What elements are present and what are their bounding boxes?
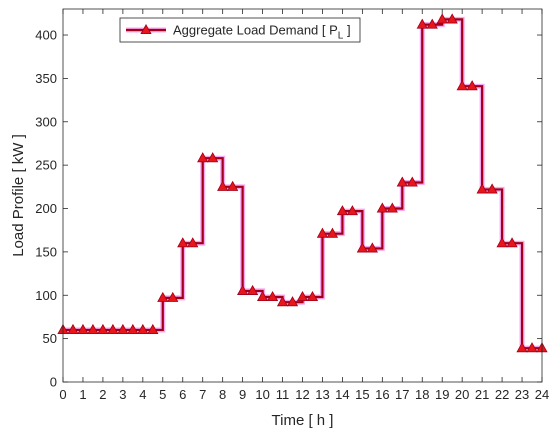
- data-point: [296, 290, 309, 302]
- x-tick-label: 23: [515, 387, 529, 402]
- data-point: [396, 176, 408, 187]
- x-tick-label: 10: [255, 387, 269, 402]
- legend-marker: [140, 23, 152, 35]
- data-point: [67, 323, 79, 334]
- x-tick-label: 11: [276, 387, 290, 402]
- data-point: [496, 237, 508, 248]
- data-point: [207, 152, 219, 163]
- data-point: [426, 18, 438, 29]
- y-tick-label: 400: [35, 28, 57, 43]
- axes-layer: 0 1 2 3 4 5 6 7 8 9 10 11 12 13 14 15 16 17 18 19 20 21 22 23 24…: [10, 8, 549, 429]
- data-point: [366, 242, 378, 253]
- x-tick-label: 6: [179, 387, 186, 402]
- data-point: [456, 80, 468, 91]
- data-point: [237, 284, 249, 295]
- data-point: [306, 290, 319, 302]
- data-point: [266, 290, 279, 302]
- data-point: [316, 227, 329, 238]
- data-point: [197, 152, 209, 163]
- y-axis-title: Load Profile [ kW ]: [10, 134, 27, 257]
- x-axis-title: Time [ h ]: [272, 412, 334, 429]
- series-layer: [57, 13, 548, 353]
- y-tick-label: 300: [35, 114, 57, 129]
- data-point: [97, 323, 109, 334]
- x-tick-label: 3: [119, 387, 126, 402]
- data-point: [167, 291, 179, 302]
- legend: Aggregate Load Demand [ PL ]: [119, 17, 361, 43]
- data-point: [286, 296, 299, 307]
- x-tick-label: 8: [219, 387, 226, 402]
- x-tick-label: 21: [475, 387, 489, 402]
- data-point: [446, 13, 458, 24]
- data-point: [346, 205, 359, 216]
- data-point: [526, 342, 538, 353]
- y-tick-label: 0: [50, 375, 57, 390]
- data-point: [187, 237, 199, 248]
- data-point: [436, 13, 448, 24]
- x-tick-label: 24: [535, 387, 549, 402]
- data-point: [376, 202, 388, 213]
- legend-label: Aggregate Load Demand [ PL ]: [173, 23, 351, 42]
- x-tick-label: 7: [199, 387, 206, 402]
- y-tick-label: 350: [35, 71, 57, 86]
- y-tick-label: 250: [35, 158, 57, 173]
- x-tick-label: 18: [415, 387, 429, 402]
- data-point: [77, 323, 89, 334]
- x-tick-label: 16: [375, 387, 389, 402]
- data-point: [107, 323, 119, 334]
- x-tick-label: 9: [239, 387, 246, 402]
- y-tick-label: 200: [35, 201, 57, 216]
- x-tick-label: 1: [79, 387, 86, 402]
- x-tick-label: 2: [99, 387, 106, 402]
- data-point: [256, 290, 269, 302]
- data-point: [276, 296, 289, 307]
- data-point: [87, 323, 99, 334]
- x-tick-label: 19: [435, 387, 449, 402]
- data-point: [406, 176, 418, 187]
- plot-area: [63, 9, 542, 382]
- data-point: [326, 227, 339, 238]
- y-tick-label: 150: [35, 244, 57, 259]
- data-point: [117, 323, 129, 334]
- x-tick-label: 5: [159, 387, 166, 402]
- y-tick-label: 50: [43, 331, 57, 346]
- y-tick-label: 100: [35, 288, 57, 303]
- x-tick-label: 13: [315, 387, 329, 402]
- data-point: [466, 80, 478, 91]
- x-tick-label: 4: [139, 387, 146, 402]
- data-point: [177, 237, 189, 248]
- data-point: [486, 183, 498, 194]
- data-point: [506, 237, 518, 248]
- data-point: [416, 18, 428, 29]
- data-point: [147, 323, 159, 334]
- x-tick-label: 12: [295, 387, 309, 402]
- data-point: [516, 342, 528, 353]
- data-point: [217, 180, 229, 191]
- data-point: [157, 291, 169, 302]
- data-point: [137, 323, 149, 334]
- x-tick-label: 22: [495, 387, 509, 402]
- data-point: [246, 284, 259, 295]
- data-point: [127, 323, 139, 334]
- x-tick-label: 15: [355, 387, 369, 402]
- data-point: [227, 180, 239, 191]
- x-tick-label: 14: [335, 387, 349, 402]
- x-tick-label: 17: [395, 387, 409, 402]
- data-point: [476, 183, 488, 194]
- x-tick-label: 20: [455, 387, 469, 402]
- data-point: [386, 202, 398, 213]
- data-point: [356, 242, 368, 253]
- x-tick-label: 0: [59, 387, 66, 402]
- data-point: [336, 205, 349, 216]
